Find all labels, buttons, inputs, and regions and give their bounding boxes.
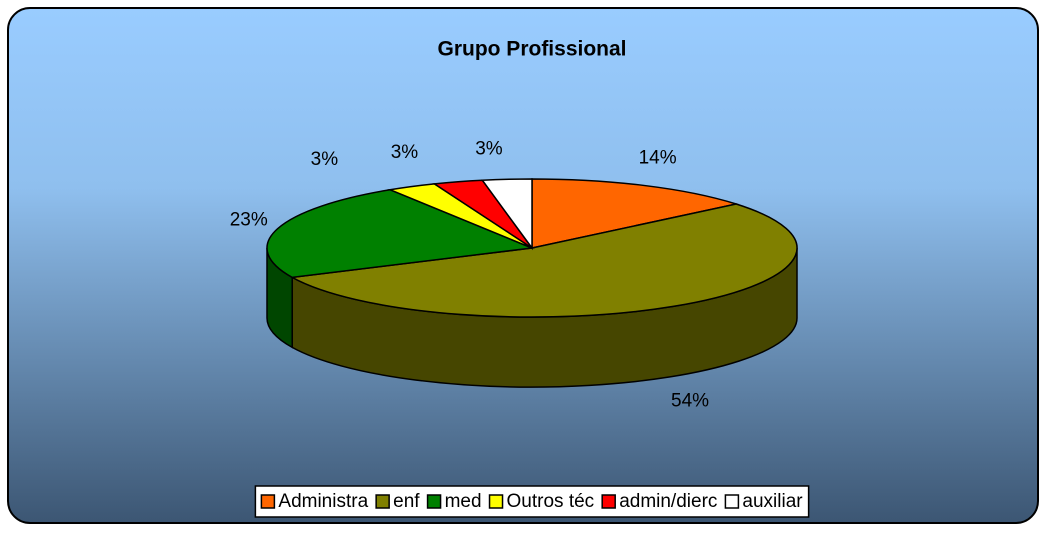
slice (266, 188, 535, 279)
legend-swatch (488, 494, 504, 509)
data-label: 3% (475, 138, 503, 159)
legend-label: enf (393, 491, 420, 512)
data-label: 3% (311, 149, 339, 170)
legend-label: Outros téc (507, 491, 595, 512)
data-label: 54% (671, 391, 709, 412)
legend-swatch (375, 494, 390, 509)
pie: 14% 54% 23% 3% 3% 3% (230, 138, 798, 412)
legend-swatch (601, 494, 616, 509)
chart-title: Grupo Profissional (437, 38, 626, 61)
slice (289, 203, 798, 318)
legend: Administra enf med Outros téc admin/dierc aux… (254, 485, 810, 518)
legend-label: Administra (278, 491, 368, 512)
slice (480, 178, 533, 251)
legend-swatch (426, 494, 442, 509)
legend-swatch (724, 494, 740, 509)
data-label: 3% (391, 142, 419, 163)
slice (531, 178, 740, 249)
data-label: 23% (230, 209, 268, 230)
legend-label: med (445, 491, 482, 512)
legend-swatch (260, 494, 276, 509)
data-label: 14% (639, 147, 677, 168)
legend-box (254, 485, 810, 518)
legend-label: admin/dierc (619, 491, 717, 512)
legend-label: auxiliar (742, 491, 803, 512)
